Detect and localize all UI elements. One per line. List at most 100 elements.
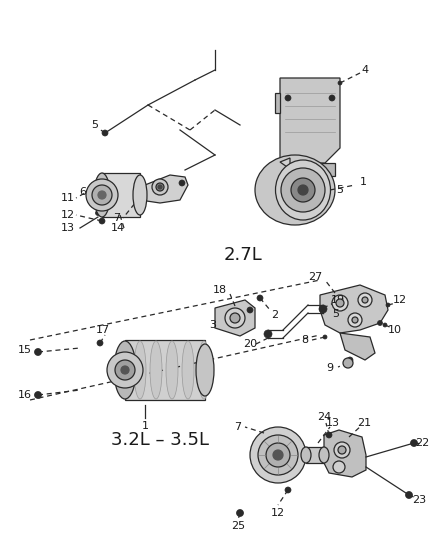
Circle shape [273,450,283,460]
Text: 14: 14 [111,223,125,233]
Polygon shape [280,158,305,176]
Circle shape [237,317,244,324]
Polygon shape [140,175,188,203]
Circle shape [347,357,353,363]
Text: 1: 1 [141,421,148,431]
Text: 1: 1 [360,177,367,187]
Circle shape [323,335,327,339]
Circle shape [333,461,345,473]
Circle shape [291,178,315,202]
Polygon shape [215,300,255,336]
Text: 13: 13 [326,418,340,428]
Text: 8: 8 [301,335,308,345]
Circle shape [264,330,272,338]
Polygon shape [102,173,140,217]
Ellipse shape [301,447,311,463]
Text: 19: 19 [331,295,345,305]
Circle shape [95,211,100,215]
Ellipse shape [196,344,214,396]
Polygon shape [280,78,340,163]
Text: 4: 4 [361,65,368,75]
Ellipse shape [319,447,329,463]
Text: 24: 24 [317,412,331,422]
Circle shape [348,313,362,327]
Text: 21: 21 [357,418,371,428]
Circle shape [152,179,168,195]
Text: 2.7L: 2.7L [224,246,262,264]
Circle shape [378,320,382,326]
Polygon shape [285,163,300,176]
Text: 13: 13 [61,223,75,233]
Text: 9: 9 [326,363,334,373]
Circle shape [383,323,387,327]
Text: 12: 12 [271,508,285,518]
Text: 20: 20 [243,339,257,349]
Circle shape [92,185,112,205]
Circle shape [156,183,164,191]
Ellipse shape [166,341,178,399]
Circle shape [257,295,263,301]
Circle shape [307,179,313,185]
Ellipse shape [133,175,147,215]
Polygon shape [320,285,388,333]
Text: 2: 2 [272,310,279,320]
Circle shape [362,297,368,303]
Text: 16: 16 [18,390,32,400]
Circle shape [247,307,253,313]
Text: 12: 12 [61,210,75,220]
Circle shape [338,81,342,85]
Polygon shape [340,333,375,360]
Ellipse shape [182,341,194,399]
Polygon shape [275,93,280,113]
Circle shape [158,185,162,189]
Ellipse shape [198,341,210,399]
Circle shape [326,432,332,438]
Circle shape [406,491,413,498]
Circle shape [237,510,244,516]
Circle shape [386,303,390,307]
Circle shape [107,352,143,388]
Text: 6: 6 [80,187,86,197]
Text: 7: 7 [234,422,242,432]
Polygon shape [324,430,366,477]
Circle shape [298,185,308,195]
Circle shape [98,191,106,199]
Circle shape [35,349,42,356]
Text: 3: 3 [209,320,216,330]
Polygon shape [125,340,205,400]
Polygon shape [310,163,335,176]
Circle shape [285,487,291,493]
Circle shape [319,305,327,313]
Circle shape [258,435,298,475]
Text: 22: 22 [415,438,429,448]
Ellipse shape [150,341,162,399]
Text: 3.2L – 3.5L: 3.2L – 3.5L [111,431,209,449]
Text: 17: 17 [96,325,110,335]
Circle shape [320,306,326,312]
Circle shape [343,358,353,368]
Text: 15: 15 [18,345,32,355]
Text: 5: 5 [332,309,339,319]
Text: 18: 18 [213,285,227,295]
Circle shape [358,293,372,307]
Text: 5: 5 [336,185,343,195]
Ellipse shape [255,155,335,225]
Circle shape [225,308,245,328]
Circle shape [99,218,105,224]
Circle shape [281,168,325,212]
Circle shape [230,313,240,323]
Text: 5: 5 [92,120,99,130]
Circle shape [86,179,118,211]
Circle shape [329,95,335,101]
Text: 12: 12 [198,377,212,387]
Text: 27: 27 [308,272,322,282]
Circle shape [334,442,350,458]
Circle shape [352,317,358,323]
Text: 12: 12 [393,295,407,305]
Circle shape [207,360,213,366]
Circle shape [266,443,290,467]
Circle shape [332,295,348,311]
Circle shape [35,392,42,399]
Circle shape [115,360,135,380]
Text: 23: 23 [412,495,426,505]
